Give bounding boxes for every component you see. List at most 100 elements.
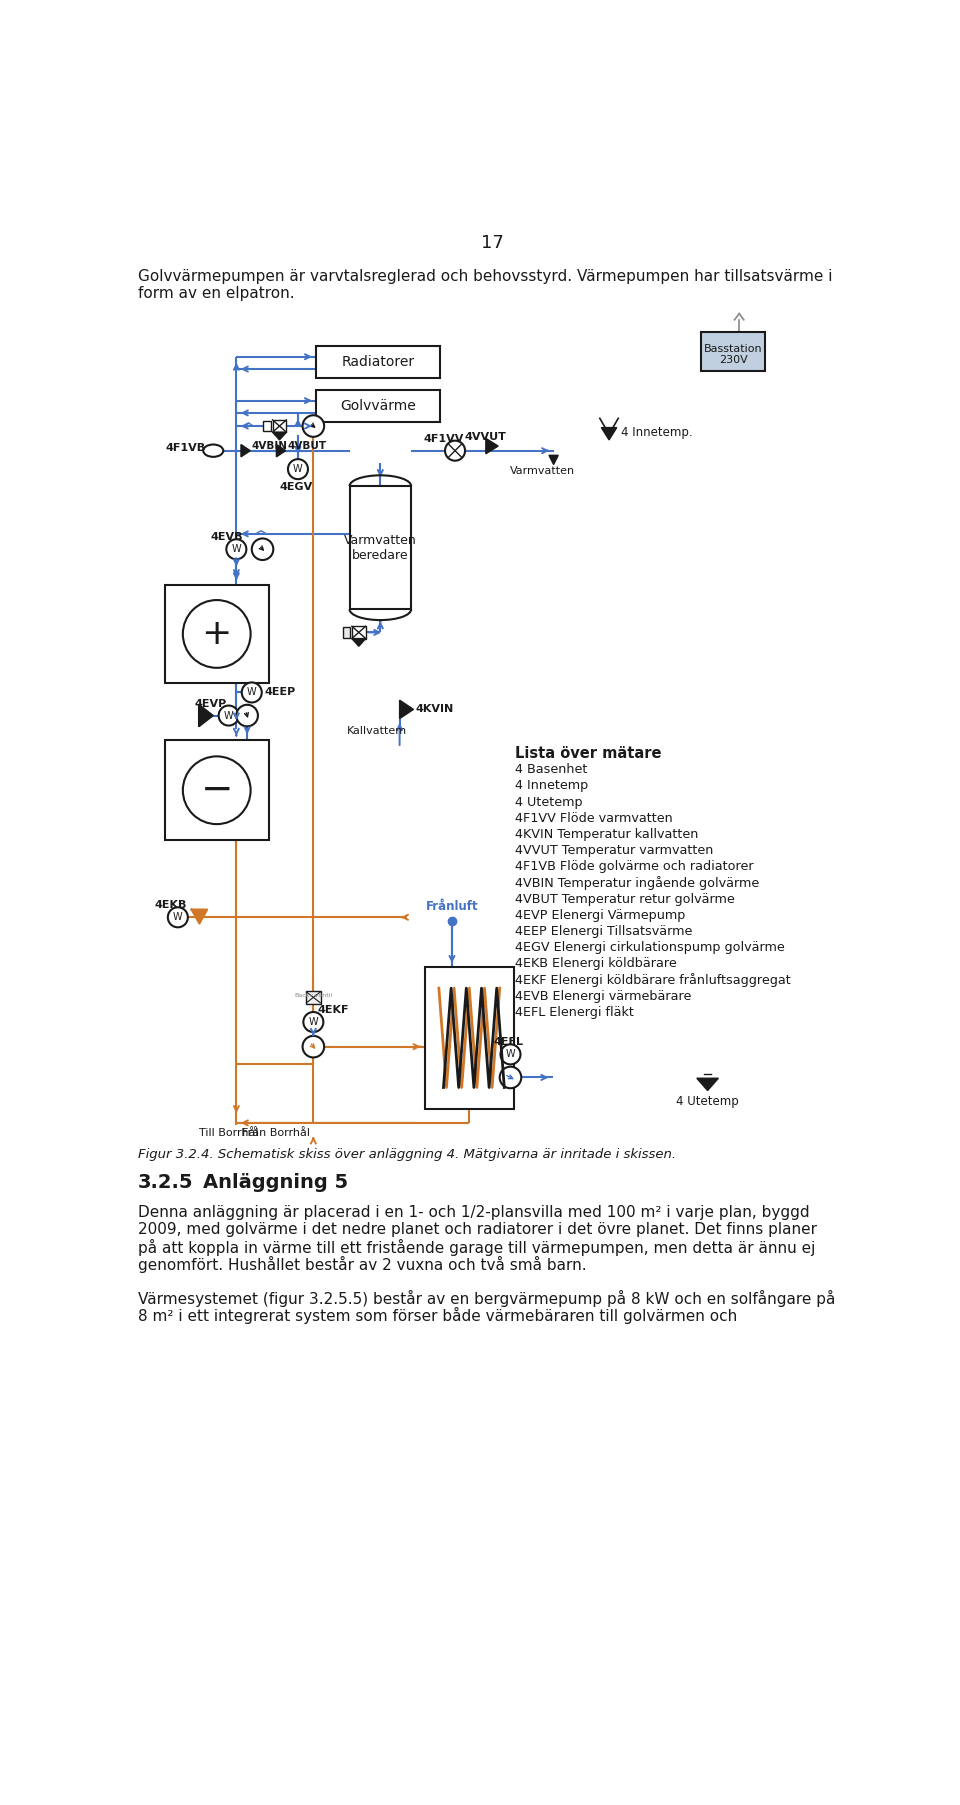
Text: Denna anläggning är placerad i en 1- och 1/2-plansvilla med 100 m² i varje plan,: Denna anläggning är placerad i en 1- och…: [138, 1206, 809, 1220]
Text: på att koppla in värme till ett fristående garage till värmepumpen, men detta är: på att koppla in värme till ett friståen…: [138, 1240, 815, 1256]
Text: Lista över mätare: Lista över mätare: [516, 745, 661, 762]
Text: W: W: [308, 1016, 318, 1027]
Text: genomfört. Hushållet består av 2 vuxna och två små barn.: genomfört. Hushållet består av 2 vuxna o…: [138, 1256, 587, 1273]
Text: 4EKF Elenergi köldbärare frånluftsaggregat: 4EKF Elenergi köldbärare frånluftsaggreg…: [516, 973, 791, 987]
Text: 4EVP: 4EVP: [195, 699, 227, 709]
Text: 4F1VB Flöde golvärme och radiatorer: 4F1VB Flöde golvärme och radiatorer: [516, 861, 754, 874]
Text: Varmvatten: Varmvatten: [510, 466, 575, 477]
Text: 4EFL: 4EFL: [494, 1038, 524, 1047]
Polygon shape: [486, 439, 498, 453]
Polygon shape: [601, 428, 616, 440]
Text: 4F1VV Flöde varmvatten: 4F1VV Flöde varmvatten: [516, 812, 673, 825]
Text: 4EFL Elenergi fläkt: 4EFL Elenergi fläkt: [516, 1005, 634, 1018]
Bar: [702, 332, 764, 370]
Text: 8 m² i ett integrerat system som förser både värmebäraren till golvärmen och: 8 m² i ett integrerat system som förser …: [138, 1307, 737, 1323]
Polygon shape: [192, 910, 207, 924]
Circle shape: [227, 540, 247, 560]
Text: 4EVB: 4EVB: [211, 532, 244, 542]
Text: Kallvattem: Kallvattem: [347, 726, 407, 736]
Text: W: W: [231, 545, 241, 554]
Bar: [343, 626, 350, 637]
Circle shape: [182, 599, 251, 668]
Ellipse shape: [204, 444, 224, 457]
Text: 4 Utetemp: 4 Utetemp: [516, 796, 583, 809]
Circle shape: [302, 415, 324, 437]
Text: 4VBIN: 4VBIN: [252, 442, 288, 451]
Text: Radiatorer: Radiatorer: [342, 356, 415, 370]
Text: Figur 3.2.4. Schematisk skiss över anläggning 4. Mätgivarna är inritade i skisse: Figur 3.2.4. Schematisk skiss över anläg…: [138, 1148, 676, 1161]
Text: 4VBUT: 4VBUT: [287, 442, 326, 451]
Bar: [317, 390, 440, 422]
Polygon shape: [549, 455, 558, 464]
Circle shape: [252, 538, 274, 560]
Text: 4EEP: 4EEP: [264, 688, 296, 697]
Circle shape: [242, 682, 262, 702]
Text: 4 Innetemp: 4 Innetemp: [516, 780, 588, 792]
Polygon shape: [241, 444, 251, 457]
Text: W: W: [247, 688, 256, 697]
Text: 4VVUT: 4VVUT: [465, 431, 506, 442]
Text: 4EGV Elenergi cirkulationspump golvärme: 4EGV Elenergi cirkulationspump golvärme: [516, 940, 785, 955]
Circle shape: [445, 440, 465, 460]
Text: 4 Innetemp.: 4 Innetemp.: [621, 426, 693, 439]
Text: Värmesystemet (figur 3.2.5.5) består av en bergvärmepump på 8 kW och en solfånga: Värmesystemet (figur 3.2.5.5) består av …: [138, 1291, 835, 1307]
Text: Basstation: Basstation: [704, 345, 762, 354]
Text: −: −: [201, 771, 233, 809]
Text: 4EVB Elenergi värmebärare: 4EVB Elenergi värmebärare: [516, 989, 691, 1004]
Text: Backv.ventil: Backv.ventil: [294, 993, 332, 998]
Text: 4EGV: 4EGV: [279, 482, 313, 493]
Bar: [263, 421, 271, 431]
Text: 4EKB: 4EKB: [155, 901, 187, 910]
Text: 4VBUT Temperatur retur golvärme: 4VBUT Temperatur retur golvärme: [516, 893, 734, 906]
Bar: [165, 740, 269, 841]
Text: 4KVIN Temperatur kallvatten: 4KVIN Temperatur kallvatten: [516, 828, 699, 841]
Circle shape: [500, 1045, 520, 1065]
Text: 3.2.5: 3.2.5: [138, 1173, 193, 1191]
Polygon shape: [200, 704, 213, 726]
Text: +: +: [202, 617, 232, 652]
Text: 4EKB Elenergi köldbärare: 4EKB Elenergi köldbärare: [516, 957, 677, 971]
Text: 17: 17: [481, 233, 503, 251]
Text: Varmvatten
beredare: Varmvatten beredare: [344, 534, 417, 561]
Text: 4 Basenhet: 4 Basenhet: [516, 764, 588, 776]
Text: form av en elpatron.: form av en elpatron.: [138, 285, 295, 301]
Bar: [273, 421, 286, 431]
Circle shape: [302, 1036, 324, 1058]
Text: 4F1VB: 4F1VB: [165, 444, 205, 453]
Circle shape: [182, 756, 251, 825]
Text: Anläggning 5: Anläggning 5: [204, 1173, 348, 1191]
Circle shape: [236, 704, 258, 726]
Text: 4F1VV: 4F1VV: [423, 433, 464, 444]
Text: W: W: [173, 912, 182, 922]
Text: 4VVUT Temperatur varmvatten: 4VVUT Temperatur varmvatten: [516, 845, 713, 857]
Bar: [305, 991, 321, 1004]
Bar: [349, 486, 411, 610]
Text: 4EEP Elenergi Tillsatsvärme: 4EEP Elenergi Tillsatsvärme: [516, 924, 692, 939]
Text: Från Borrhål: Från Borrhål: [242, 1128, 310, 1139]
Text: 4EVP Elenergi Värmepump: 4EVP Elenergi Värmepump: [516, 910, 685, 922]
Polygon shape: [697, 1078, 718, 1090]
Polygon shape: [273, 431, 286, 440]
Text: 230V: 230V: [719, 356, 748, 365]
Text: 4KVIN: 4KVIN: [415, 704, 453, 715]
Text: W: W: [224, 711, 233, 720]
Bar: [317, 347, 440, 379]
Text: Frånluft: Frånluft: [425, 901, 478, 913]
Text: 4VBIN Temperatur ingående golvärme: 4VBIN Temperatur ingående golvärme: [516, 877, 759, 890]
Circle shape: [303, 1013, 324, 1032]
Polygon shape: [352, 639, 366, 646]
Circle shape: [288, 458, 308, 478]
Text: 2009, med golvärme i det nedre planet och radiatorer i det övre planet. Det finn: 2009, med golvärme i det nedre planet oc…: [138, 1222, 817, 1236]
Text: Till Borrhål: Till Borrhål: [199, 1128, 258, 1139]
Bar: [165, 585, 269, 684]
Polygon shape: [276, 444, 286, 457]
Text: W: W: [293, 464, 302, 475]
Bar: [425, 967, 514, 1108]
Text: Golvvärme: Golvvärme: [340, 399, 416, 413]
Circle shape: [500, 1067, 521, 1088]
Polygon shape: [399, 700, 414, 718]
Text: Golvvärmepumpen är varvtalsreglerad och behovsstyrd. Värmepumpen har tillsatsvär: Golvvärmepumpen är varvtalsreglerad och …: [138, 269, 832, 283]
Circle shape: [168, 908, 188, 928]
Text: 4 Utetemp: 4 Utetemp: [676, 1096, 739, 1108]
Circle shape: [219, 706, 239, 726]
